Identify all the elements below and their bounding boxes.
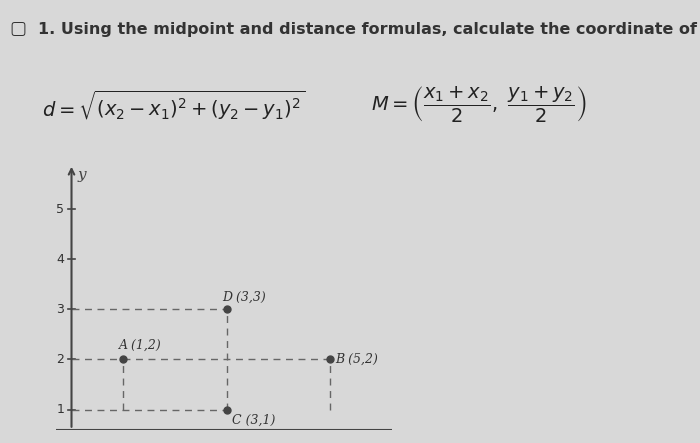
Text: 1. Using the midpoint and distance formulas, calculate the coordinate of the: 1. Using the midpoint and distance formu… <box>38 22 700 37</box>
Text: 5: 5 <box>56 202 64 216</box>
Text: B (5,2): B (5,2) <box>335 353 378 366</box>
Text: 2: 2 <box>57 353 64 366</box>
Text: 1: 1 <box>57 403 64 416</box>
Text: D (3,3): D (3,3) <box>223 290 266 303</box>
Text: ▢: ▢ <box>9 20 26 38</box>
Text: 3: 3 <box>57 303 64 316</box>
Text: $M = \left(\dfrac{x_1 + x_2}{2},\ \dfrac{y_1 + y_2}{2}\right)$: $M = \left(\dfrac{x_1 + x_2}{2},\ \dfrac… <box>371 85 587 125</box>
Text: y: y <box>78 168 86 182</box>
Text: A (1,2): A (1,2) <box>119 339 162 352</box>
Text: $d = \sqrt{(x_2 - x_1)^2 + (y_2 - y_1)^2}$: $d = \sqrt{(x_2 - x_1)^2 + (y_2 - y_1)^2… <box>42 88 305 122</box>
Text: C (3,1): C (3,1) <box>232 414 275 427</box>
Text: 4: 4 <box>57 253 64 266</box>
